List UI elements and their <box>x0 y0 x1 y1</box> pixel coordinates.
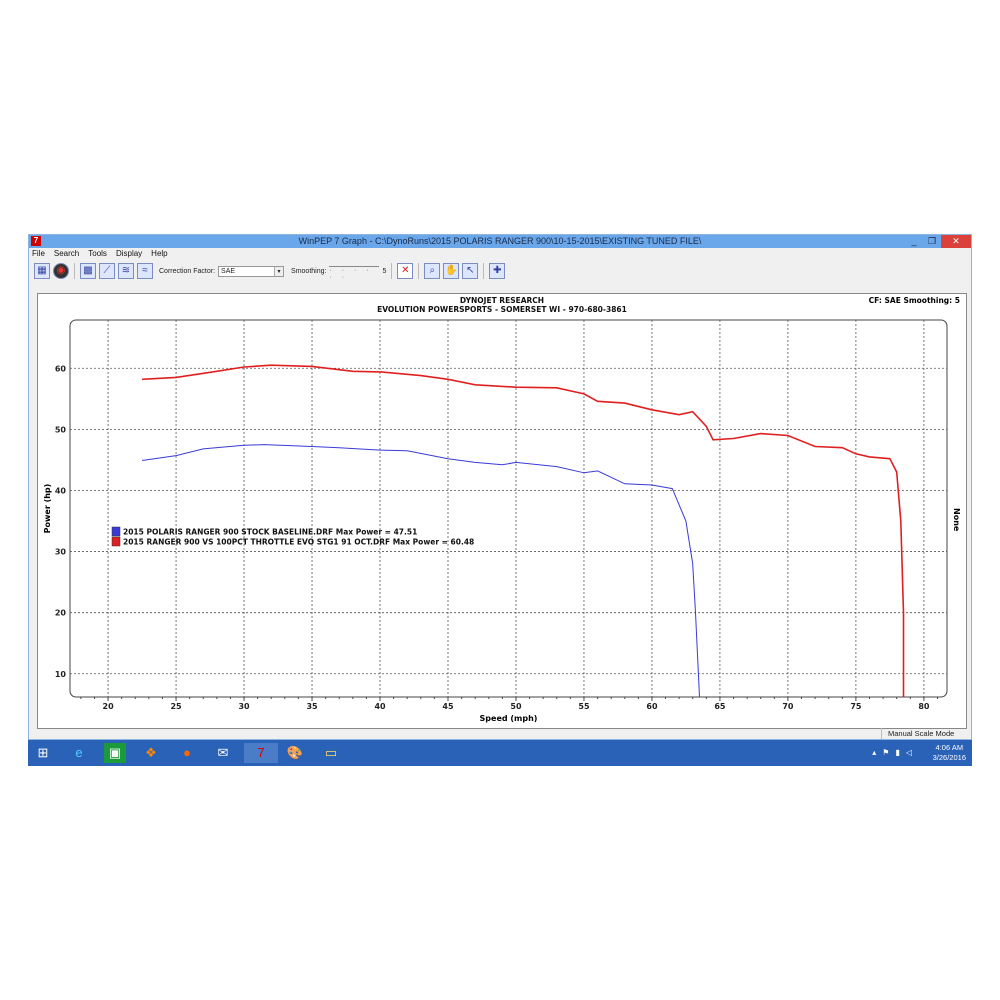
y-tick-label: 30 <box>55 548 67 557</box>
zoom-icon[interactable]: ⌕ <box>424 263 441 279</box>
x-tick-label: 75 <box>850 702 862 711</box>
paint-icon[interactable]: 🎨 <box>286 745 304 760</box>
toolbar-divider <box>391 263 393 279</box>
series-line-2 <box>142 364 905 697</box>
chevron-down-icon[interactable]: ▾ <box>274 266 284 276</box>
x-tick-label: 60 <box>646 702 658 711</box>
menu-help[interactable]: Help <box>151 249 168 258</box>
x-tick-label: 70 <box>782 702 794 711</box>
smoothing-slider[interactable]: · · · · · · <box>329 265 380 281</box>
x-tick-label: 40 <box>374 702 386 711</box>
y-tick-label: 10 <box>55 670 67 679</box>
winpep-app-icon[interactable]: 7 <box>31 236 41 246</box>
toolbar-divider <box>74 263 75 279</box>
clock[interactable]: 4:06 AM 3/26/2016 <box>933 743 966 763</box>
x-tick-label: 30 <box>238 702 250 711</box>
thunderbird-icon[interactable]: ✉ <box>217 745 229 760</box>
clock-date: 3/26/2016 <box>932 753 966 762</box>
menu-search[interactable]: Search <box>53 249 80 258</box>
right-axis-label: None <box>952 508 961 532</box>
legend-entry-2: 2015 RANGER 900 VS 100PCT THROTTLE EVO S… <box>123 538 474 547</box>
legend-swatch-1 <box>111 526 121 537</box>
grid-view-icon[interactable]: ▦ <box>34 263 50 279</box>
series-line-1 <box>142 444 700 698</box>
menu-bar: File Search Tools Display Help <box>29 248 168 260</box>
graph-type-4-icon[interactable]: ≈ <box>137 263 153 279</box>
winpep-taskbar-icon[interactable]: 7 <box>244 743 278 763</box>
plot-area <box>69 319 948 698</box>
x-tick-label: 80 <box>918 702 930 711</box>
x-tick-label: 20 <box>103 702 115 711</box>
y-axis-label: Power (hp) <box>43 484 52 534</box>
windows-start-icon[interactable]: ⊞ <box>37 745 49 760</box>
cf-smoothing-info: CF: SAE Smoothing: 5 <box>868 296 960 305</box>
toolbar-divider <box>483 263 485 279</box>
crosshair-icon[interactable]: ✚ <box>489 263 506 279</box>
window-title: WinPEP 7 Graph - C:\DynoRuns\2015 POLARI… <box>298 236 702 246</box>
smoothing-value: 5 <box>382 267 387 275</box>
x-axis-label: Speed (mph) <box>480 714 538 723</box>
legend-swatch-2 <box>111 536 121 547</box>
menu-tools[interactable]: Tools <box>88 249 107 258</box>
correction-factor-select[interactable]: SAE ▾ <box>218 265 285 277</box>
x-tick-label: 65 <box>714 702 726 711</box>
correction-factor-label: Correction Factor: <box>159 267 216 275</box>
graph-type-3-icon[interactable]: ≋ <box>118 263 134 279</box>
store-icon[interactable]: ▣ <box>104 743 126 763</box>
toolbar: ▦ ◉ ▩ ⟋ ≋ ≈ Correction Factor: SAE ▾ Smoo… <box>29 260 971 282</box>
y-tick-label: 60 <box>55 364 67 373</box>
pointer-icon[interactable]: ↖ <box>462 263 479 279</box>
menu-display[interactable]: Display <box>115 249 143 258</box>
x-tick-label: 45 <box>442 702 454 711</box>
smoothing-label: Smoothing: <box>291 267 327 275</box>
internet-explorer-icon[interactable]: e <box>75 745 83 760</box>
toolbar-divider <box>418 263 420 279</box>
taskbar: ⊞ e ▣ ❖ ● ✉ 7 🎨 ▭ ▴⚑▮◁ 4:06 AM 3/26/2016 <box>28 740 972 766</box>
file-explorer-icon[interactable]: ▭ <box>324 745 338 760</box>
title-bar: 7 WinPEP 7 Graph - C:\DynoRuns\2015 POLA… <box>29 235 971 248</box>
y-tick-label: 20 <box>55 609 67 618</box>
clock-time: 4:06 AM <box>935 743 964 752</box>
pan-hand-icon[interactable]: ✋ <box>443 263 460 279</box>
maximize-button[interactable]: ❐ <box>927 236 937 246</box>
close-button[interactable]: ✕ <box>941 235 971 248</box>
gauge-icon[interactable]: ◉ <box>53 263 69 279</box>
app-icon[interactable]: ❖ <box>145 745 157 760</box>
system-tray-icons[interactable]: ▴⚑▮◁ <box>872 748 918 757</box>
y-tick-label: 40 <box>55 486 67 495</box>
firefox-icon[interactable]: ● <box>183 745 191 760</box>
menu-file[interactable]: File <box>32 249 45 258</box>
graph-type-2-icon[interactable]: ⟋ <box>99 263 115 279</box>
status-bar: Manual Scale Mode <box>881 728 971 739</box>
x-tick-label: 35 <box>306 702 318 711</box>
correction-factor-value: SAE <box>221 267 236 275</box>
graph-header-shop: EVOLUTION POWERSPORTS - SOMERSET WI - 97… <box>377 305 627 314</box>
delete-run-icon[interactable]: ✕ <box>397 263 414 279</box>
graph-type-1-icon[interactable]: ▩ <box>80 263 96 279</box>
x-tick-label: 55 <box>578 702 590 711</box>
graph-header-company: DYNOJET RESEARCH <box>459 296 545 305</box>
x-tick-label: 25 <box>170 702 182 711</box>
legend-entry-1: 2015 POLARIS RANGER 900 STOCK BASELINE.D… <box>123 528 417 537</box>
y-tick-label: 50 <box>55 425 67 434</box>
x-tick-label: 50 <box>510 702 522 711</box>
minimize-button[interactable]: _ <box>911 236 917 246</box>
